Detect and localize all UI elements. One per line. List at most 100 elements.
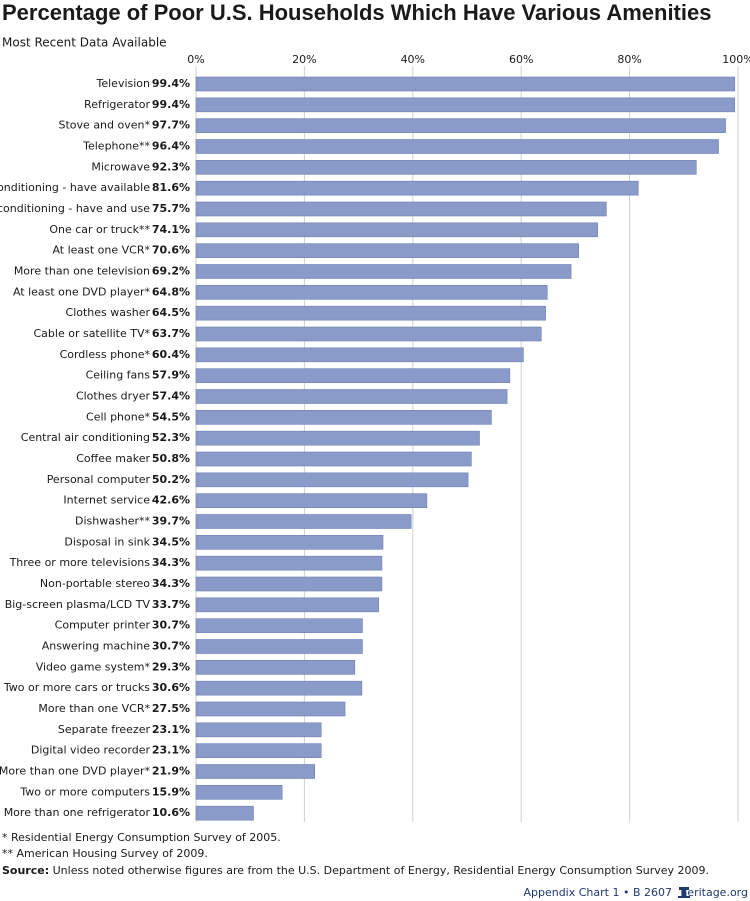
- bar: [195, 389, 508, 404]
- bar: [195, 264, 572, 279]
- bar: [195, 680, 363, 696]
- bar: [195, 160, 697, 175]
- x-tick-label: 0%: [187, 53, 204, 66]
- value-label: 21.9%: [152, 765, 190, 778]
- source-label: Source:: [2, 864, 49, 877]
- category-label: Air conditioning - have available: [0, 181, 150, 194]
- value-label: 23.1%: [152, 744, 190, 757]
- note: ** American Housing Survey of 2009.: [2, 847, 208, 860]
- bar: [195, 305, 546, 321]
- bar: [195, 139, 719, 154]
- chart-title: Percentage of Poor U.S. Households Which…: [2, 0, 711, 25]
- value-label: 42.6%: [152, 494, 190, 507]
- source: Source: Unless noted otherwise figures a…: [2, 864, 709, 877]
- value-label: 96.4%: [152, 140, 190, 153]
- bar: [195, 201, 607, 217]
- value-label: 64.8%: [152, 285, 190, 298]
- category-label: Microwave: [91, 160, 150, 173]
- value-label: 99.4%: [152, 98, 190, 111]
- bar: [195, 118, 726, 133]
- bar: [195, 368, 511, 383]
- category-label: Non-portable stereo: [40, 577, 150, 590]
- note: * Residential Energy Consumption Survey …: [2, 831, 281, 844]
- value-label: 57.4%: [152, 390, 190, 403]
- bar: [195, 701, 346, 717]
- value-label: 92.3%: [152, 160, 190, 173]
- bar: [195, 410, 492, 425]
- category-label: Cell phone*: [86, 410, 150, 423]
- x-tick-label: 80%: [617, 53, 641, 66]
- category-label: Digital video recorder: [31, 744, 151, 757]
- category-label: Answering machine: [42, 640, 151, 653]
- bar: [195, 722, 322, 738]
- category-label: Dishwasher**: [75, 515, 150, 528]
- category-label: Disposal in sink: [64, 535, 150, 548]
- value-label: 70.6%: [152, 244, 190, 257]
- value-label: 81.6%: [152, 181, 190, 194]
- bar: [195, 222, 598, 238]
- bar: [195, 347, 524, 363]
- category-label: Computer printer: [55, 619, 151, 632]
- bar: [195, 576, 383, 592]
- value-label: 50.8%: [152, 452, 190, 465]
- bar: [195, 764, 315, 779]
- x-tick-label: 40%: [401, 53, 425, 66]
- bar: [195, 97, 736, 113]
- bar: [195, 180, 639, 196]
- value-label: 54.5%: [152, 410, 190, 423]
- bar: [195, 597, 379, 613]
- value-label: 52.3%: [152, 431, 190, 444]
- value-label: 63.7%: [152, 327, 190, 340]
- category-label: At least one VCR*: [52, 244, 150, 257]
- chart-subtitle: Most Recent Data Available: [2, 36, 167, 50]
- value-label: 50.2%: [152, 473, 190, 486]
- category-label: Cable or satellite TV*: [33, 327, 150, 340]
- footer-site: heritage.org: [680, 886, 748, 899]
- value-label: 30.7%: [152, 619, 190, 632]
- category-label: Refrigerator: [84, 98, 150, 111]
- value-label: 27.5%: [152, 702, 190, 715]
- value-label: 99.4%: [152, 77, 190, 90]
- category-label: Video game system*: [36, 660, 151, 673]
- value-label: 57.9%: [152, 369, 190, 382]
- value-label: 29.3%: [152, 660, 190, 673]
- category-label: Ceiling fans: [86, 369, 151, 382]
- category-label: Clothes dryer: [76, 390, 151, 403]
- value-label: 10.6%: [152, 806, 190, 819]
- category-label: More than one VCR*: [38, 702, 150, 715]
- bar: [195, 660, 356, 675]
- value-label: 74.1%: [152, 223, 190, 236]
- category-label: Air conditioning - have and use: [0, 202, 150, 215]
- logo-icon: [678, 887, 690, 898]
- bar: [195, 555, 383, 571]
- footer: Appendix Chart 1 • B 2607: [523, 886, 672, 899]
- bar: [195, 285, 548, 300]
- value-label: 39.7%: [152, 515, 190, 528]
- bar: [195, 743, 322, 758]
- value-label: 30.6%: [152, 681, 190, 694]
- category-label: Central air conditioning: [21, 431, 150, 444]
- value-label: 75.7%: [152, 202, 190, 215]
- value-label: 69.2%: [152, 265, 190, 278]
- bar: [195, 76, 736, 92]
- value-label: 30.7%: [152, 640, 190, 653]
- source-text: Unless noted otherwise figures are from …: [53, 864, 709, 877]
- category-label: More than one television: [14, 265, 150, 278]
- category-label: Three or more televisions: [9, 556, 151, 569]
- x-tick-label: 100%: [722, 53, 750, 66]
- category-label: Television: [96, 77, 151, 90]
- category-label: Big-screen plasma/LCD TV: [5, 598, 151, 611]
- category-label: Telephone**: [82, 140, 150, 153]
- bar: [195, 243, 579, 258]
- category-label: Two or more computers: [19, 785, 150, 798]
- bar: [195, 618, 363, 633]
- bar: [195, 514, 412, 529]
- value-label: 97.7%: [152, 119, 190, 132]
- category-label: Personal computer: [47, 473, 151, 486]
- category-label: One car or truck**: [49, 223, 150, 236]
- bar: [195, 493, 428, 508]
- value-label: 64.5%: [152, 306, 190, 319]
- bar: [195, 785, 283, 800]
- value-label: 23.1%: [152, 723, 190, 736]
